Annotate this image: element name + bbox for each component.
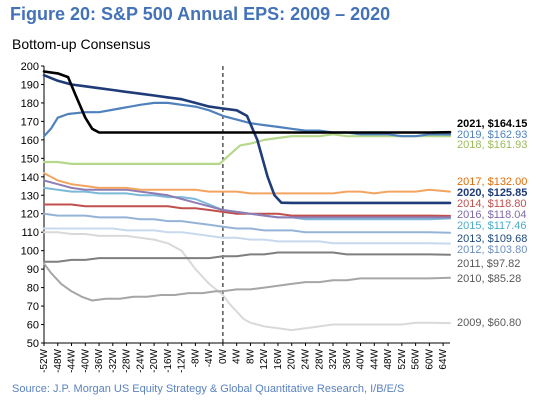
series-end-label: 2016, $118.04 [457,209,527,221]
source-note: Source: J.P. Morgan US Equity Strategy &… [12,383,405,395]
x-tick-label: 20W [287,348,298,369]
x-tick-label: 28W [314,348,325,369]
y-tick-label: 80 [27,283,39,295]
chart-title: Figure 20: S&P 500 Annual EPS: 2009 – 20… [10,4,391,24]
x-tick-label: 44W [369,348,380,369]
series-line [43,172,451,195]
series-line [43,231,451,332]
x-tick-label: -32W [108,348,119,372]
x-tick-label: -24W [135,348,146,372]
x-tick-label: 64W [438,348,449,369]
series-end-label: 2021, $164.15 [457,118,527,130]
series-end-label: 2013, $109.68 [457,233,527,245]
series-end-label: 2020, $125.85 [457,187,527,199]
x-tick-label: -8W [190,348,201,367]
x-tick-label: 8W [245,348,256,364]
x-tick-label: -52W [39,348,50,372]
y-tick-label: 170 [21,116,39,128]
series-end-label: 2015, $117.46 [457,220,527,232]
series-end-label: 2019, $162.93 [457,129,527,141]
series-line [43,262,451,302]
series-line [43,179,451,219]
x-tick-label: -40W [80,348,91,372]
x-tick-label: -44W [67,348,78,372]
x-tick-label: -4W [204,348,215,367]
series-end-label: 2009, $60.80 [457,317,521,329]
x-tick-label: 24W [300,348,311,369]
y-tick-label: 110 [21,227,39,239]
x-tick-label: -36W [94,348,105,372]
x-tick-label: 40W [356,348,367,369]
series-end-label: 2010, $85.28 [457,273,521,285]
y-tick-label: 70 [27,301,39,313]
series-end-label: 2012, $103.80 [457,244,527,256]
y-tick-label: 100 [21,246,39,258]
series-line [42,133,452,165]
y-tick-label: 60 [27,320,39,332]
y-tick-label: 140 [21,172,39,184]
x-tick-label: 56W [411,348,422,369]
x-tick-label: 48W [383,348,394,369]
x-tick-label: 32W [328,348,339,369]
y-tick-label: 180 [21,98,39,110]
series-line [43,251,451,263]
y-tick-label: 190 [21,79,39,91]
y-tick-label: 130 [21,190,39,202]
series-end-label: 2017, $132.00 [457,176,527,188]
y-tick-label: 50 [27,338,39,350]
series-line [43,227,451,245]
x-tick-label: -12W [177,348,188,372]
series-end-label: 2014, $118.80 [457,198,527,210]
x-tick-label: 0W [218,348,229,364]
series-end-label: 2018, $161.93 [457,139,527,151]
x-tick-label: 36W [342,348,353,369]
chart-subtitle: Bottom-up Consensus [12,36,151,52]
y-tick-label: 90 [27,264,39,276]
series-end-label: 2011, $97.82 [457,258,520,270]
x-tick-label: -48W [53,348,64,372]
x-tick-label: 52W [397,348,408,369]
x-tick-label: -20W [149,348,160,372]
y-tick-label: 150 [21,153,39,165]
x-tick-label: -28W [122,348,133,372]
y-tick-label: 160 [21,135,39,147]
x-tick-label: 16W [273,348,284,369]
x-tick-label: 4W [232,348,243,364]
series-line [42,101,452,138]
series-line [42,70,452,134]
x-tick-label: 12W [259,348,270,369]
series-line [43,212,451,234]
y-tick-label: 200 [21,61,39,73]
series-line [42,73,452,205]
x-tick-label: 60W [424,348,435,369]
y-tick-label: 120 [21,209,39,221]
x-tick-label: -16W [163,348,174,372]
